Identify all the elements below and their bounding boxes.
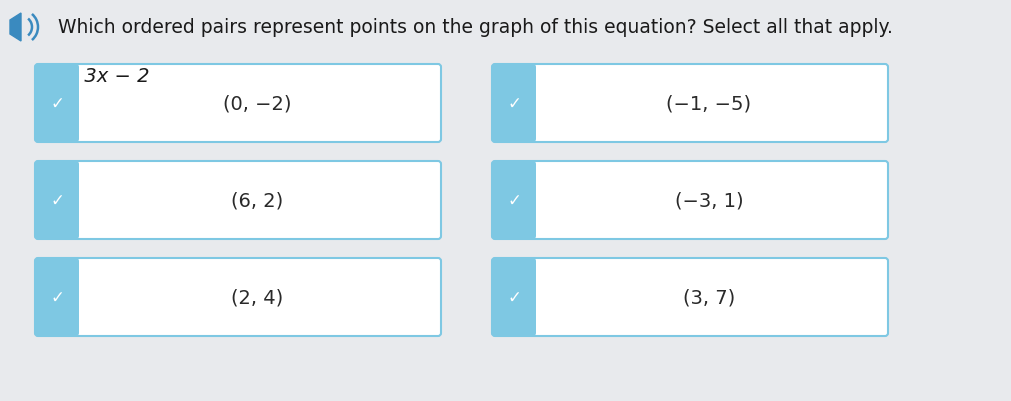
Text: (0, −2): (0, −2) (222, 94, 291, 113)
FancyBboxPatch shape (35, 65, 441, 143)
FancyBboxPatch shape (35, 65, 79, 143)
FancyBboxPatch shape (492, 162, 536, 239)
Text: ✓: ✓ (51, 95, 64, 113)
FancyBboxPatch shape (492, 258, 536, 336)
Text: ✓: ✓ (508, 192, 521, 209)
FancyBboxPatch shape (492, 65, 536, 143)
Text: ✓: ✓ (51, 288, 64, 306)
FancyBboxPatch shape (35, 162, 441, 239)
FancyBboxPatch shape (35, 258, 79, 336)
Text: ✓: ✓ (508, 288, 521, 306)
Text: (3, 7): (3, 7) (682, 288, 735, 307)
Bar (59, 70, 78, 138)
Bar (516, 166, 535, 235)
Bar (59, 166, 78, 235)
FancyBboxPatch shape (492, 258, 888, 336)
Text: ✓: ✓ (508, 95, 521, 113)
Bar (516, 263, 535, 331)
Text: ✓: ✓ (51, 192, 64, 209)
Polygon shape (10, 14, 21, 42)
FancyBboxPatch shape (492, 65, 888, 143)
Text: (6, 2): (6, 2) (231, 191, 283, 210)
FancyBboxPatch shape (35, 162, 79, 239)
Text: (−1, −5): (−1, −5) (666, 94, 751, 113)
Text: (2, 4): (2, 4) (231, 288, 283, 307)
Bar (59, 263, 78, 331)
Bar (516, 70, 535, 138)
Text: (−3, 1): (−3, 1) (674, 191, 743, 210)
FancyBboxPatch shape (492, 162, 888, 239)
FancyBboxPatch shape (35, 258, 441, 336)
Text: Which ordered pairs represent points on the graph of this equation? Select all t: Which ordered pairs represent points on … (58, 18, 893, 37)
Text: y = 3x − 2: y = 3x − 2 (44, 67, 150, 86)
